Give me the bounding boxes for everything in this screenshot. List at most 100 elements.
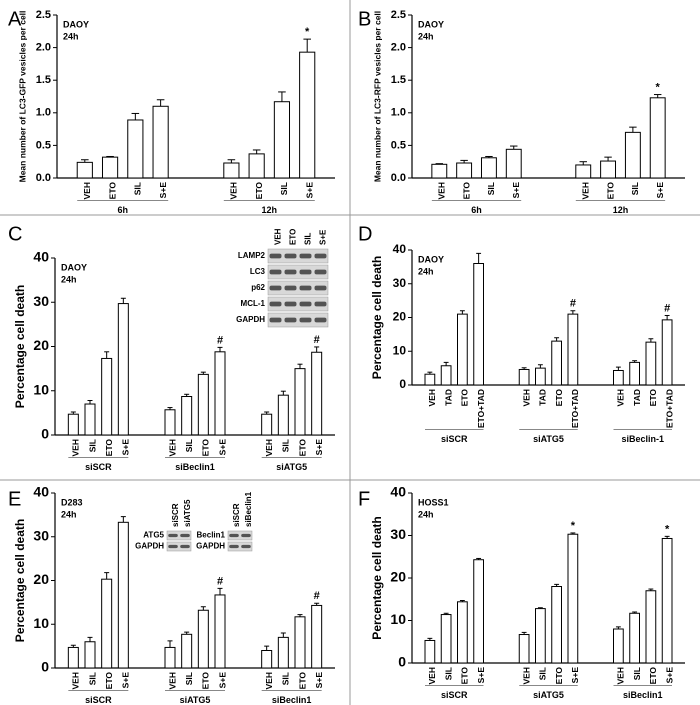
bar — [214, 594, 226, 669]
significance-marker: # — [570, 298, 576, 310]
x-tick-label: ETO+TAD — [476, 389, 486, 428]
group-label: siBeclin1 — [175, 462, 215, 472]
x-tick-label: S+E — [511, 182, 521, 199]
group-label: siBeclin1 — [272, 695, 312, 705]
x-tick-label: S+E — [217, 439, 227, 456]
x-tick-label: SIL — [538, 667, 548, 680]
blot-row-label: LC3 — [250, 267, 266, 276]
x-tick-label: ETO — [648, 389, 658, 407]
x-tick-label: VEH — [167, 439, 177, 456]
x-tick-label: TAD — [443, 389, 453, 406]
bar — [661, 319, 673, 386]
x-tick-label: VEH — [427, 667, 437, 684]
blot-strip — [166, 530, 192, 541]
blot-band — [168, 544, 178, 549]
blot-band — [168, 533, 178, 538]
x-tick-label: VEH — [264, 439, 274, 456]
blot-row-label: p62 — [251, 283, 265, 292]
x-tick-label: SIL — [87, 672, 97, 685]
blot-band — [269, 317, 282, 323]
annotation: 24h — [418, 31, 434, 41]
blot-band — [180, 544, 190, 549]
bar — [197, 373, 209, 436]
significance-marker: # — [217, 334, 223, 346]
blot-band — [299, 269, 312, 275]
blot-band — [299, 253, 312, 259]
x-tick-label: SIL — [443, 667, 453, 680]
bar — [480, 157, 497, 179]
significance-marker: # — [314, 590, 320, 602]
x-tick-label: SIL — [133, 182, 143, 195]
bar — [84, 403, 96, 436]
significance-marker: # — [664, 302, 670, 314]
y-tick-label: 30 — [33, 293, 49, 309]
x-tick-label: SIL — [632, 667, 642, 680]
bar — [457, 313, 468, 386]
x-tick-label: ETO — [554, 389, 564, 407]
x-tick-label: S+E — [217, 672, 227, 689]
panel-label: B — [358, 8, 371, 30]
x-tick-label: SIL — [279, 182, 289, 195]
y-tick-label: 40 — [393, 242, 407, 256]
blot-band — [180, 533, 190, 538]
bar — [431, 163, 448, 179]
annotation: DAOY — [418, 19, 444, 29]
x-tick-label: S+E — [570, 667, 580, 684]
bar — [629, 612, 640, 664]
blot-band — [284, 317, 297, 323]
x-tick-label: SIL — [630, 182, 640, 195]
x-tick-label: VEH — [580, 182, 590, 199]
blot-row-label: MCL-1 — [241, 299, 266, 308]
x-tick-label: TAD — [632, 389, 642, 406]
bar — [649, 97, 666, 179]
bar — [164, 646, 176, 669]
x-tick-label: SIL — [281, 672, 291, 685]
blot-band — [314, 253, 327, 259]
annotation: DAOY — [418, 254, 444, 264]
blot-band — [241, 533, 251, 538]
x-tick-label: VEH — [264, 672, 274, 689]
group-label: siBeclin-1 — [621, 434, 664, 444]
blot-column-label: siBeclin1 — [244, 491, 253, 527]
significance-marker: * — [571, 520, 576, 532]
annotation: 24h — [418, 266, 434, 276]
panel: D DAOY 24h Percentage cell death 0 10 20 30 40 VE… — [358, 223, 685, 444]
x-tick-label: VEH — [71, 439, 81, 456]
x-tick-label: SIL — [184, 439, 194, 452]
bar — [117, 303, 129, 436]
blot-strip — [267, 296, 329, 312]
bar — [101, 578, 113, 669]
blot-column-label: ETO — [289, 229, 298, 245]
x-tick-label: S+E — [304, 182, 314, 199]
blot-column-label: siSCR — [171, 503, 180, 527]
x-tick-label: ETO — [461, 182, 471, 200]
bar — [127, 119, 144, 179]
significance-marker: * — [305, 26, 310, 38]
bar — [152, 105, 169, 179]
blot-column-label: SIL — [304, 232, 313, 245]
group-label: 6h — [471, 205, 482, 215]
blot-strip — [267, 264, 329, 280]
blot-strip — [227, 541, 253, 552]
x-tick-label: ETO — [201, 439, 211, 457]
bar — [551, 340, 562, 386]
bar — [311, 351, 323, 436]
group-label: siATG5 — [276, 462, 307, 472]
blot-band — [284, 301, 297, 307]
bar — [67, 646, 79, 669]
annotation: HOSS1 — [418, 497, 449, 507]
y-tick-label: 0 — [41, 426, 49, 442]
bar — [440, 365, 452, 386]
x-tick-label: VEH — [82, 182, 92, 199]
blot-column-label: siATG5 — [183, 499, 192, 527]
y-axis-label: Percentage cell death — [370, 256, 384, 379]
blot-column-label: VEH — [274, 228, 283, 245]
panel-label: E — [8, 488, 21, 510]
annotation: DAOY — [61, 262, 87, 272]
bar — [424, 639, 436, 664]
x-tick-label: ETO — [554, 667, 564, 685]
y-tick-label: 0 — [41, 659, 49, 675]
bar — [277, 394, 289, 436]
bar — [645, 590, 657, 664]
x-tick-label: ETO — [297, 439, 307, 457]
